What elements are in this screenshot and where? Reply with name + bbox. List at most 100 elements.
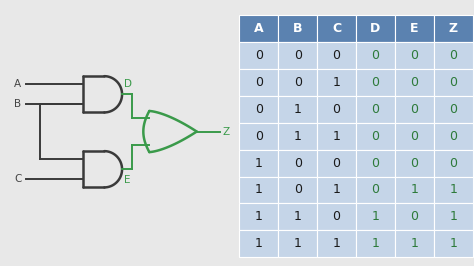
Bar bbox=[239, 177, 278, 203]
Bar bbox=[317, 203, 356, 230]
Bar bbox=[278, 69, 317, 96]
Text: 1: 1 bbox=[255, 157, 263, 170]
Text: E: E bbox=[124, 175, 130, 185]
Text: 0: 0 bbox=[294, 49, 301, 62]
Bar bbox=[434, 69, 473, 96]
Text: 0: 0 bbox=[255, 130, 263, 143]
Text: 0: 0 bbox=[333, 210, 340, 223]
Bar bbox=[278, 96, 317, 123]
Text: 0: 0 bbox=[449, 130, 457, 143]
Bar bbox=[278, 230, 317, 257]
Text: 0: 0 bbox=[449, 76, 457, 89]
Bar bbox=[434, 203, 473, 230]
Bar bbox=[317, 69, 356, 96]
Bar bbox=[395, 69, 434, 96]
Bar bbox=[239, 15, 278, 42]
Text: D: D bbox=[124, 80, 132, 89]
Bar bbox=[395, 203, 434, 230]
Text: A: A bbox=[14, 79, 21, 89]
Text: 0: 0 bbox=[449, 157, 457, 170]
Text: 1: 1 bbox=[294, 210, 301, 223]
Text: 0: 0 bbox=[410, 210, 418, 223]
Text: 1: 1 bbox=[294, 103, 301, 116]
Text: B: B bbox=[293, 22, 302, 35]
Text: 0: 0 bbox=[372, 157, 379, 170]
Text: 1: 1 bbox=[372, 237, 379, 250]
Text: 1: 1 bbox=[410, 184, 418, 197]
Bar bbox=[356, 42, 395, 69]
Text: C: C bbox=[14, 174, 21, 184]
Bar bbox=[356, 150, 395, 177]
Bar bbox=[278, 123, 317, 150]
Bar bbox=[239, 42, 278, 69]
Bar bbox=[434, 15, 473, 42]
Bar bbox=[239, 203, 278, 230]
Text: 0: 0 bbox=[372, 130, 379, 143]
Text: 0: 0 bbox=[255, 49, 263, 62]
Bar bbox=[434, 96, 473, 123]
Text: 0: 0 bbox=[410, 103, 418, 116]
Text: C: C bbox=[332, 22, 341, 35]
Text: 0: 0 bbox=[294, 184, 301, 197]
Text: 1: 1 bbox=[449, 210, 457, 223]
Text: 1: 1 bbox=[333, 76, 340, 89]
Text: 0: 0 bbox=[449, 49, 457, 62]
Bar bbox=[239, 230, 278, 257]
Bar bbox=[434, 150, 473, 177]
Text: 1: 1 bbox=[333, 184, 340, 197]
Text: 1: 1 bbox=[255, 184, 263, 197]
Text: 0: 0 bbox=[372, 76, 379, 89]
Bar bbox=[239, 69, 278, 96]
Bar bbox=[317, 177, 356, 203]
Text: 1: 1 bbox=[449, 237, 457, 250]
Text: 0: 0 bbox=[333, 49, 340, 62]
Text: 0: 0 bbox=[372, 184, 379, 197]
Text: 0: 0 bbox=[255, 76, 263, 89]
Bar bbox=[278, 203, 317, 230]
Text: 1: 1 bbox=[333, 130, 340, 143]
Text: D: D bbox=[370, 22, 381, 35]
Bar bbox=[395, 15, 434, 42]
Text: 0: 0 bbox=[372, 103, 379, 116]
Bar bbox=[434, 123, 473, 150]
Bar bbox=[356, 203, 395, 230]
Bar bbox=[356, 230, 395, 257]
Text: 0: 0 bbox=[410, 76, 418, 89]
Text: 0: 0 bbox=[333, 103, 340, 116]
Text: 1: 1 bbox=[255, 210, 263, 223]
Bar bbox=[317, 96, 356, 123]
Bar bbox=[434, 42, 473, 69]
Bar bbox=[317, 123, 356, 150]
Bar bbox=[356, 69, 395, 96]
Bar bbox=[395, 42, 434, 69]
Text: B: B bbox=[14, 99, 21, 110]
Bar bbox=[278, 15, 317, 42]
Bar bbox=[395, 123, 434, 150]
Text: 0: 0 bbox=[410, 130, 418, 143]
Bar bbox=[239, 96, 278, 123]
Bar bbox=[317, 230, 356, 257]
Text: 0: 0 bbox=[255, 103, 263, 116]
Text: 0: 0 bbox=[410, 157, 418, 170]
Bar bbox=[356, 123, 395, 150]
Bar bbox=[356, 177, 395, 203]
Text: E: E bbox=[410, 22, 419, 35]
Text: 1: 1 bbox=[294, 130, 301, 143]
Text: Z: Z bbox=[448, 22, 458, 35]
Text: 1: 1 bbox=[449, 184, 457, 197]
Text: 0: 0 bbox=[449, 103, 457, 116]
Text: 1: 1 bbox=[255, 237, 263, 250]
Bar bbox=[434, 230, 473, 257]
Text: 1: 1 bbox=[372, 210, 379, 223]
Text: Z: Z bbox=[223, 127, 230, 136]
Bar bbox=[239, 150, 278, 177]
Bar bbox=[239, 123, 278, 150]
Bar bbox=[278, 42, 317, 69]
Text: 1: 1 bbox=[294, 237, 301, 250]
Bar bbox=[395, 230, 434, 257]
Bar bbox=[317, 15, 356, 42]
Bar bbox=[278, 177, 317, 203]
Bar bbox=[356, 96, 395, 123]
Bar bbox=[356, 15, 395, 42]
Text: 0: 0 bbox=[333, 157, 340, 170]
